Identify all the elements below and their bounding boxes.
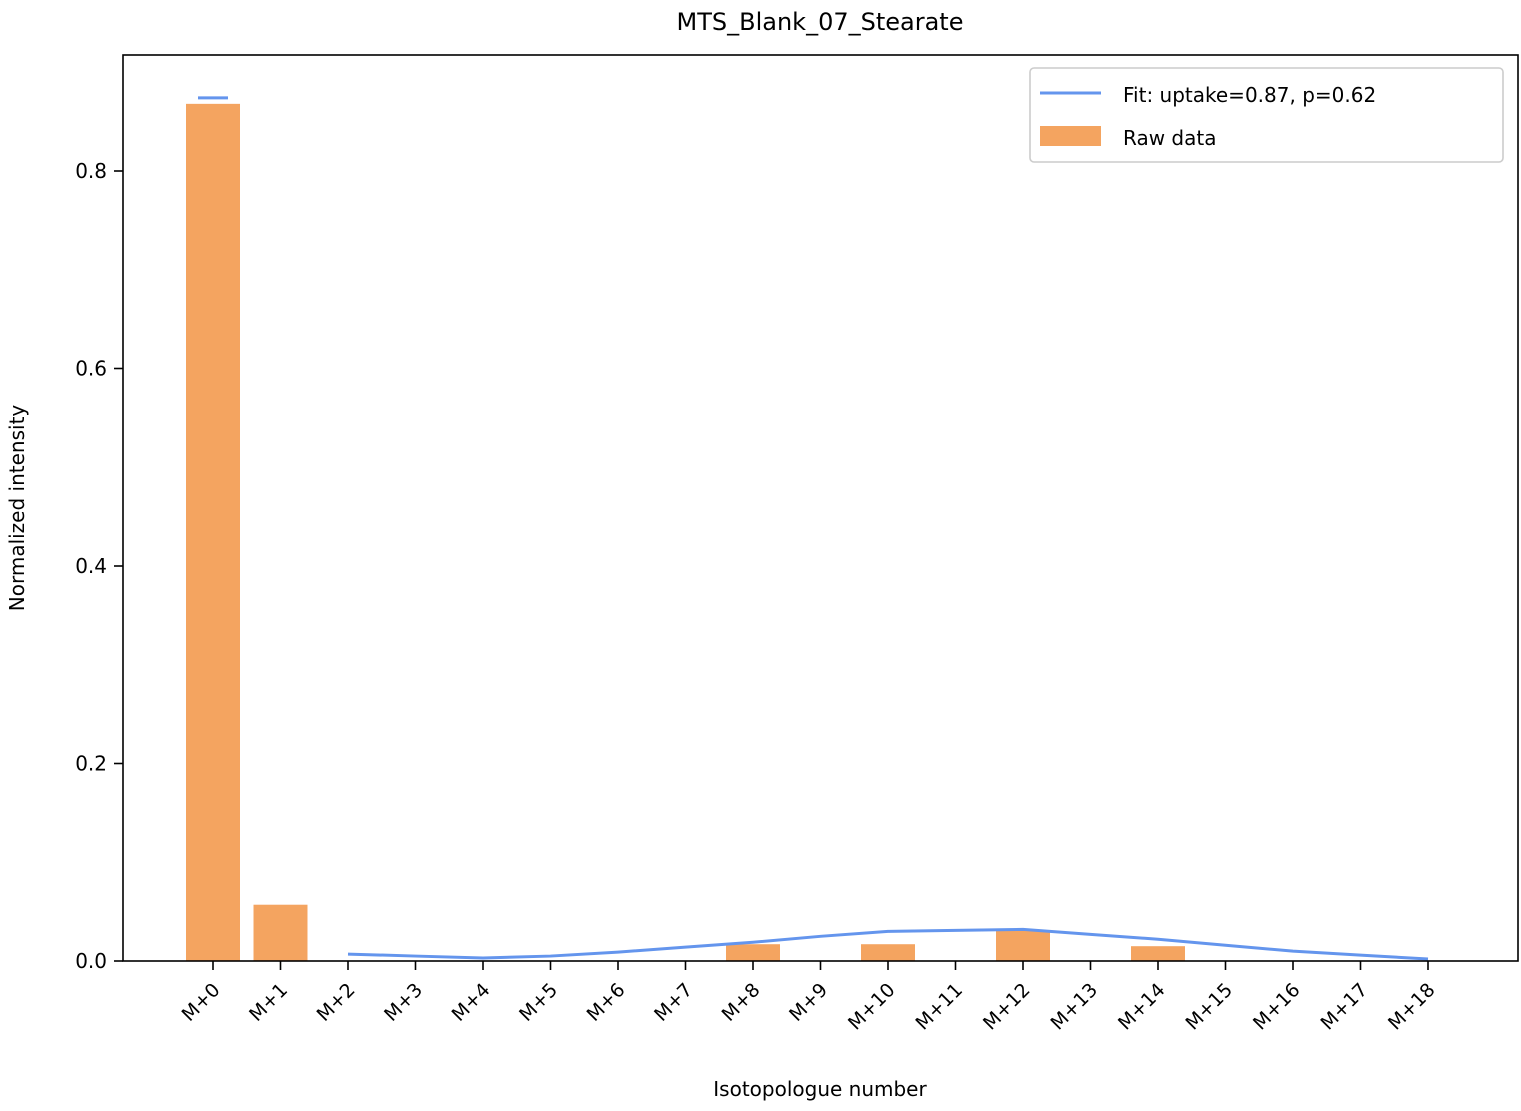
x-tick-label: M+2 [313,979,360,1026]
x-axis: M+0 M+1 M+2 M+3 M+4 M+5 M+6 M+7 M+8 M+9 M+10 M+11 M+… [178,961,1440,1034]
legend-raw-data-label: Raw data [1123,126,1216,150]
x-tick-label: M+8 [718,979,765,1026]
legend-fit-label: Fit: uptake=0.87, p=0.62 [1123,83,1376,107]
x-tick-label: M+3 [380,979,427,1026]
x-tick-label: M+17 [1317,979,1373,1035]
x-tick-label: M+9 [785,979,832,1026]
x-tick-label: M+0 [178,979,225,1026]
x-tick-label: M+10 [844,979,900,1035]
y-tick-label: 0.4 [75,554,107,578]
y-tick-label: 0.2 [75,752,107,776]
bar-m-plus-8 [726,944,780,961]
x-tick-label: M+18 [1384,979,1440,1035]
fit-line-layer [198,96,1429,961]
x-tick-label: M+12 [979,979,1035,1035]
y-tick-label: 0.8 [75,159,107,183]
y-tick-label: 0.6 [75,357,107,381]
x-tick-label: M+6 [583,979,630,1026]
x-axis-label: Isotopologue number [713,1077,927,1101]
y-tick-label: 0.0 [75,949,107,973]
bar-m-plus-10 [861,944,915,961]
x-tick-label: M+4 [448,979,495,1026]
x-tick-label: M+5 [515,979,562,1026]
bar-m-plus-0 [186,103,240,962]
x-tick-label: M+11 [912,979,968,1035]
legend-frame [1029,67,1504,163]
legend-raw-data-swatch [1040,126,1101,146]
fit-line-segment [347,927,1429,961]
bars-layer [186,103,1185,962]
x-tick-label: M+14 [1114,979,1170,1035]
x-tick-label: M+13 [1047,979,1103,1035]
x-tick-label: M+16 [1249,979,1305,1035]
x-tick-label: M+1 [245,979,292,1026]
x-tick-label: M+15 [1182,979,1238,1035]
y-axis-label: Normalized intensity [5,405,29,612]
chart-title: MTS_Blank_07_Stearate [677,8,964,36]
legend: Fit: uptake=0.87, p=0.62 Raw data [1029,67,1504,163]
plot-frame [122,54,1519,962]
x-tick-label: M+7 [650,979,697,1026]
bar-m-plus-14 [1131,946,1185,961]
bar-m-plus-1 [253,904,308,961]
y-axis: 0.0 0.2 0.4 0.6 0.8 [75,159,123,973]
bar-m-plus-12 [996,930,1050,961]
